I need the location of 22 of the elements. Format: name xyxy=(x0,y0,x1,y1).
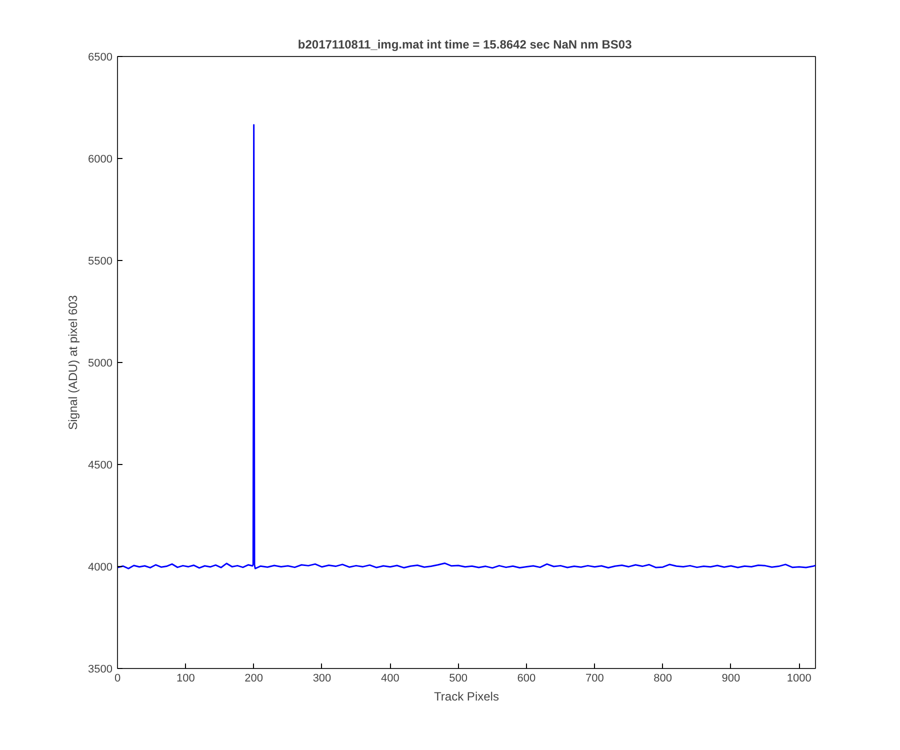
x-tick-label: 1000 xyxy=(786,672,812,684)
y-tick-label: 5500 xyxy=(88,256,113,268)
x-tick-label: 400 xyxy=(380,672,400,684)
y-tick-label: 4000 xyxy=(88,562,113,574)
x-tick-label: 800 xyxy=(654,672,672,684)
x-tick-label: 100 xyxy=(176,672,195,684)
x-axis-title: Track Pixels xyxy=(434,690,499,704)
x-tick-label: 300 xyxy=(312,672,332,684)
y-tick-label: 6500 xyxy=(88,52,113,64)
x-tick-label: 500 xyxy=(449,672,468,684)
x-tick-label: 900 xyxy=(722,672,740,684)
y-tick-label: 4500 xyxy=(88,460,113,472)
x-tick-label: 600 xyxy=(517,672,536,684)
line-series xyxy=(118,124,816,570)
y-tick-label: 5000 xyxy=(88,358,113,370)
y-tick-label: 6000 xyxy=(88,154,113,166)
chart-title: b2017110811_img.mat int time = 15.8642 sec NaN nm BS03 xyxy=(298,38,632,52)
y-tick-label: 3500 xyxy=(88,664,113,676)
x-tick-label: 200 xyxy=(244,672,264,684)
x-tick-label: 0 xyxy=(114,672,121,684)
y-axis-title: Signal (ADU) at pixel 603 xyxy=(66,294,80,430)
x-tick-label: 700 xyxy=(585,672,604,684)
